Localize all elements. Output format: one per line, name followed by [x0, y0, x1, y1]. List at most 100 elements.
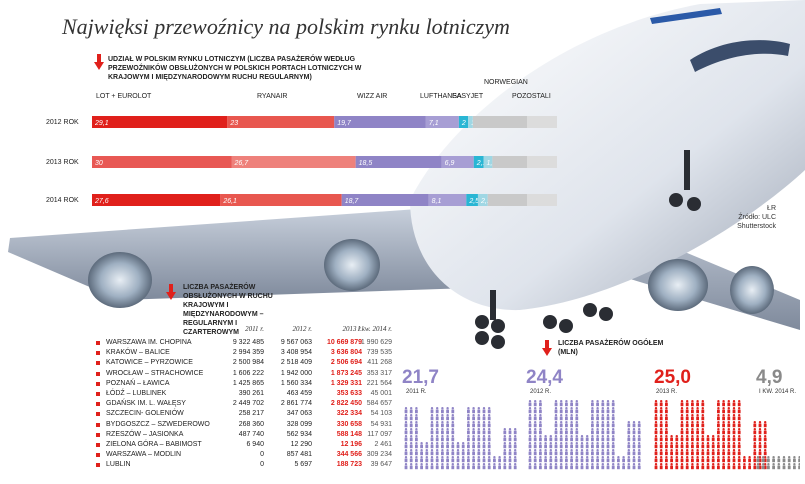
person-icon [575, 407, 579, 414]
person-icon [670, 456, 673, 463]
person-icon [415, 414, 418, 421]
person-icon [611, 428, 615, 435]
table-cell: 1 329 331 [330, 379, 362, 387]
share-bar-segment [231, 156, 356, 168]
table-col-2013: 2013 r. [342, 325, 362, 333]
person-icon [632, 449, 636, 456]
row-bullet-icon [96, 392, 100, 396]
table-cell: 347 063 [286, 410, 312, 418]
person-icon [717, 463, 720, 470]
person-icon [435, 421, 439, 428]
person-icon [503, 435, 507, 442]
share-bar-segment [92, 116, 228, 128]
share-bar-segment [92, 156, 232, 168]
person-icon [758, 442, 762, 449]
table-cell: 390 261 [238, 390, 264, 397]
person-icon [596, 456, 599, 463]
person-icon [575, 456, 579, 463]
person-icon [637, 449, 641, 456]
person-icon [539, 414, 542, 421]
person-icon [737, 442, 741, 449]
person-icon [670, 449, 673, 456]
legend-label: WIZZ AIR [357, 93, 387, 100]
person-icon [559, 407, 563, 414]
person-icon [528, 414, 532, 421]
share-year-label: 2012 ROK [46, 119, 79, 126]
person-icon [467, 463, 470, 470]
person-icon [596, 414, 599, 421]
person-icon [665, 456, 668, 463]
person-icon [596, 442, 599, 449]
person-icon [461, 456, 465, 463]
table-city: Rzeszów – Jasionka [106, 430, 184, 438]
person-icon [685, 442, 689, 449]
person-icon [622, 456, 625, 463]
person-icon [441, 421, 444, 428]
person-icon [508, 456, 512, 463]
person-icon [570, 407, 573, 414]
person-icon [565, 456, 568, 463]
person-icon [415, 421, 418, 428]
table-cell: 258 217 [238, 410, 264, 418]
row-bullet-icon [96, 351, 100, 356]
person-icon [559, 435, 563, 442]
person-icon [472, 421, 475, 428]
person-icon [549, 442, 553, 449]
cockpit-windows [690, 40, 790, 72]
person-icon [508, 435, 512, 442]
person-icon [732, 407, 736, 414]
person-icon [575, 400, 579, 407]
person-icon [477, 456, 481, 463]
person-icon [467, 449, 470, 456]
person-icon [409, 435, 413, 442]
person-icon [508, 463, 512, 470]
person-icon [565, 400, 568, 407]
person-icon [654, 421, 658, 428]
table-cell: 3 408 954 [280, 349, 312, 357]
person-icon [482, 421, 486, 428]
person-icon [544, 449, 547, 456]
person-icon [575, 449, 579, 456]
bar-fade [527, 194, 557, 206]
person-icon [513, 442, 517, 449]
person-icon [675, 449, 679, 456]
table-cell: 10 669 879 [326, 339, 362, 346]
person-icon [446, 414, 449, 421]
share-bar-segment [92, 194, 221, 206]
person-icon [763, 463, 767, 470]
person-icon [596, 428, 599, 435]
person-icon [451, 435, 455, 442]
person-icon [722, 407, 725, 414]
share-year-label: 2014 ROK [46, 197, 79, 204]
credit-photo: Shutterstock [737, 223, 776, 230]
arrow-down-icon [542, 340, 552, 356]
person-icon [722, 456, 725, 463]
person-icon [456, 449, 460, 456]
share-value-label: 18,7 [345, 198, 360, 205]
person-icon [575, 421, 579, 428]
row-bullet-icon [96, 422, 100, 427]
share-bar-segment [334, 116, 426, 128]
person-icon [654, 428, 658, 435]
person-icon [404, 463, 408, 470]
person-icon [565, 449, 568, 456]
person-icon [591, 435, 594, 442]
person-icon [528, 435, 532, 442]
person-icon [654, 407, 658, 414]
person-icon [611, 421, 615, 428]
table-city: Lublin [106, 461, 131, 469]
table-cell: 2 506 694 [330, 359, 362, 367]
person-icon [717, 407, 720, 414]
share-bar-segment [341, 194, 429, 206]
person-icon [585, 463, 589, 470]
person-icon [632, 435, 636, 442]
person-icon [727, 400, 731, 407]
row-bullet-icon [96, 381, 100, 386]
person-icon [446, 442, 449, 449]
table-cell: 1 606 222 [232, 369, 264, 377]
table-row: Łódź – Lublinek 390 261 463 459 353 633 45 0… [96, 389, 392, 399]
person-icon [601, 442, 605, 449]
person-icon [415, 407, 418, 414]
table-cell: 1 990 629 [360, 339, 392, 346]
person-icon [606, 421, 610, 428]
